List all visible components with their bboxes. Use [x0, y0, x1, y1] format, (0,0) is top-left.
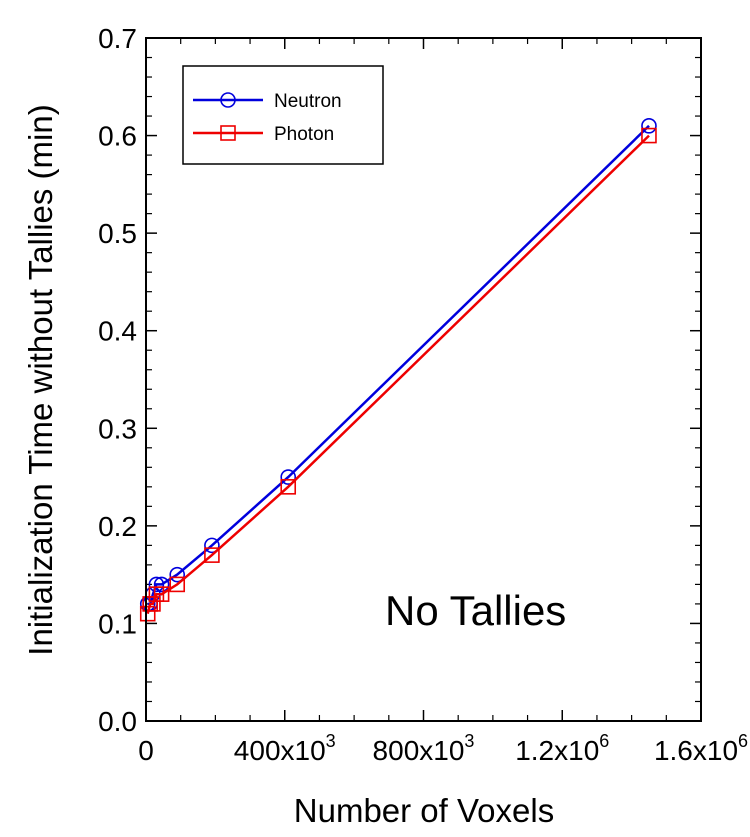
x-tick-label: 1.6x106	[654, 731, 748, 766]
data-point-neutron	[148, 576, 165, 593]
x-tick-label: 800x103	[373, 731, 475, 766]
legend-label-neutron: Neutron	[274, 91, 342, 112]
x-tick-label-base: 1.2x10	[515, 735, 599, 766]
legend-box	[182, 65, 384, 165]
plot-frame	[145, 37, 702, 722]
data-point-neutron	[204, 537, 220, 554]
y-tick-label: 0.1	[98, 608, 137, 639]
data-point-neutron	[153, 576, 170, 593]
data-point-photon	[169, 576, 186, 593]
x-tick-label-base: 800x10	[373, 735, 465, 766]
x-axis-title: Number of Voxels	[294, 792, 554, 829]
y-tick-label: 0.5	[98, 218, 137, 249]
y-tick-label: 0.3	[98, 413, 137, 444]
y-axis-title: Initialization Time without Tallies (min…	[22, 104, 59, 655]
legend-marker-neutron	[220, 92, 236, 108]
x-tick-label: 0	[138, 735, 154, 766]
legend: Neutron Photon	[182, 65, 384, 165]
data-point-neutron	[641, 118, 657, 134]
data-point-photon	[641, 127, 657, 144]
data-point-neutron	[280, 469, 297, 485]
x-tick-label-base: 1.6x10	[654, 735, 738, 766]
legend-label-photon: Photon	[274, 124, 334, 145]
y-tick-label: 0.6	[98, 121, 137, 152]
data-point-photon	[280, 479, 297, 495]
data-point-photon	[139, 605, 156, 622]
series-layer	[139, 118, 657, 622]
data-point-photon	[153, 586, 170, 602]
x-tick-label: 400x103	[234, 731, 336, 766]
x-tick-label-base: 0	[138, 735, 154, 766]
y-tick-label: 0.0	[98, 706, 137, 737]
y-tick-label: 0.4	[98, 316, 137, 347]
x-tick-label: 1.2x106	[515, 731, 609, 766]
x-tick-label-exponent: 6	[738, 731, 748, 751]
annotation-no-tallies: No Tallies	[385, 587, 566, 634]
x-tick-label-exponent: 3	[326, 731, 336, 751]
ticks-layer: 0.00.10.20.30.40.50.60.70 400x103 800x103 1…	[98, 23, 748, 766]
legend-marker-photon	[220, 125, 236, 141]
x-tick-label-exponent: 6	[599, 731, 609, 751]
x-tick-label-base: 400x10	[234, 735, 326, 766]
x-tick-label-exponent: 3	[464, 731, 474, 751]
data-point-neutron	[169, 566, 186, 583]
series-line-neutron	[147, 124, 650, 606]
data-point-photon	[204, 547, 220, 563]
y-tick-label: 0.7	[98, 23, 137, 54]
y-tick-label: 0.2	[98, 511, 137, 542]
series-line-photon	[146, 134, 650, 615]
